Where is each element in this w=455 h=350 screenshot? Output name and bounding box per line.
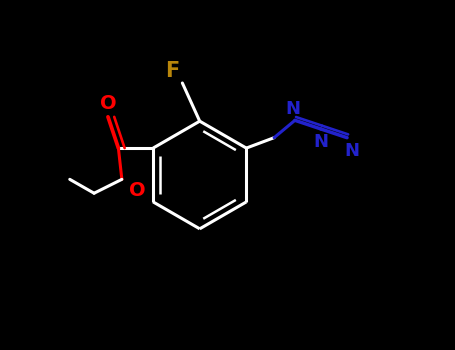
Text: O: O <box>129 181 146 200</box>
Text: N: N <box>286 99 301 118</box>
Text: O: O <box>100 94 116 113</box>
Text: F: F <box>165 61 179 81</box>
Text: N: N <box>345 142 360 160</box>
Text: N: N <box>313 133 329 151</box>
